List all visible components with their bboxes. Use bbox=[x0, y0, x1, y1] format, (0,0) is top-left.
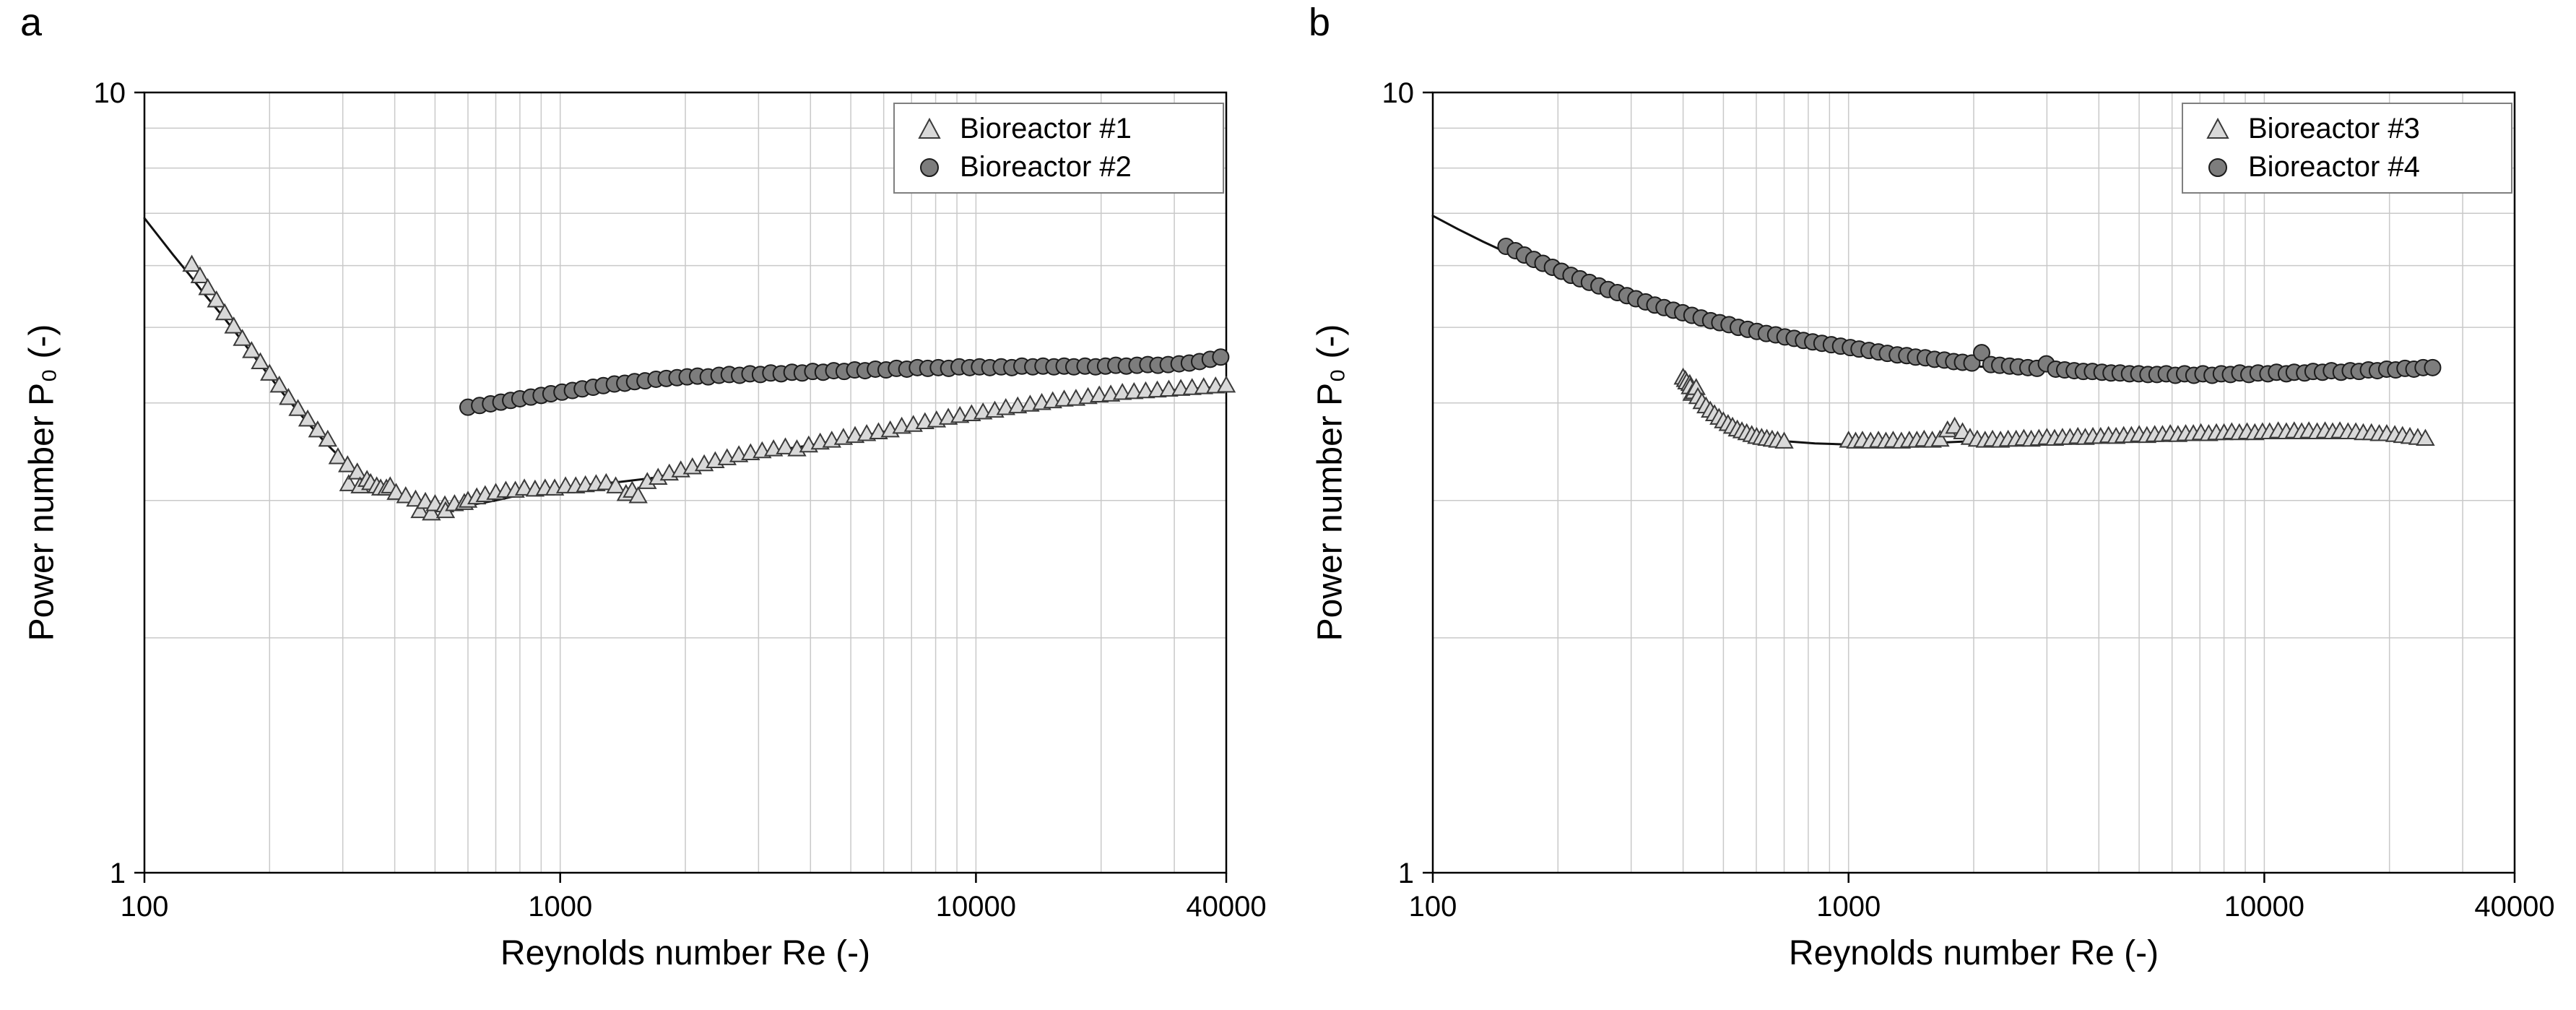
chart-panel-a: a 100 1000 10000 40000 1 10 Reynolds number R… bbox=[20, 1, 1267, 972]
data-point-triangle bbox=[776, 437, 795, 454]
legend-item: Bioreactor #1 bbox=[895, 113, 1223, 145]
data-point-triangle bbox=[242, 341, 261, 358]
data-point-circle bbox=[1212, 348, 1230, 366]
data-point-triangle bbox=[251, 352, 270, 370]
triangle-marker-icon bbox=[2206, 117, 2229, 139]
y-axis-tick-label: 10 bbox=[94, 77, 126, 109]
plot-area-a: 100 1000 10000 40000 1 10 bbox=[94, 77, 1267, 923]
plot-area-b: 100 1000 10000 40000 1 10 bbox=[1382, 77, 2555, 923]
data-point-triangle bbox=[298, 409, 318, 427]
data-point-triangle bbox=[233, 329, 252, 346]
y-axis-title: Power number P₀ (-) bbox=[22, 324, 61, 642]
data-point-triangle bbox=[308, 420, 328, 438]
x-axis-tick-label: 40000 bbox=[2474, 891, 2554, 923]
y-axis-tick-label: 1 bbox=[1398, 858, 1414, 889]
plot-border bbox=[143, 91, 1228, 874]
x-axis-tick-label: 10000 bbox=[936, 891, 1016, 923]
legend-label: Bioreactor #2 bbox=[960, 151, 1132, 183]
panel-label-a: a bbox=[20, 1, 43, 44]
data-point-triangle bbox=[269, 375, 289, 393]
x-axis-tick-label: 100 bbox=[1409, 891, 1457, 923]
legend: Bioreactor #1 Bioreactor #2 bbox=[893, 103, 1224, 194]
data-point-triangle bbox=[1159, 379, 1179, 397]
data-point-triangle bbox=[422, 503, 441, 521]
x-axis-title: Reynolds number Re (-) bbox=[500, 934, 871, 972]
chart-panel-b: b 100 1000 10000 40000 1 10 Reynolds number R… bbox=[1288, 0, 2576, 1010]
data-point-triangle bbox=[628, 485, 648, 504]
data-point-triangle bbox=[1194, 377, 1213, 394]
data-point-triangle bbox=[288, 399, 308, 416]
data-point-triangle bbox=[1930, 429, 1950, 447]
data-point-circle bbox=[1973, 344, 1991, 362]
y-axis-title: Power number P₀ (-) bbox=[1311, 324, 1350, 642]
data-point-triangle bbox=[606, 476, 625, 493]
data-point-triangle bbox=[410, 501, 430, 519]
data-point-triangle bbox=[386, 483, 406, 500]
data-point-triangle bbox=[224, 316, 243, 334]
legend: Bioreactor #3 Bioreactor #4 bbox=[2182, 103, 2512, 194]
plot-border bbox=[1431, 91, 2516, 874]
data-point-triangle bbox=[318, 429, 338, 447]
data-point-triangle bbox=[347, 462, 367, 480]
legend-item: Bioreactor #4 bbox=[2183, 151, 2511, 184]
x-axis-tick-label: 40000 bbox=[1186, 891, 1266, 923]
data-point-triangle bbox=[1774, 431, 1794, 449]
data-point-triangle bbox=[328, 446, 348, 465]
data-point-triangle bbox=[198, 277, 217, 295]
circle-marker-icon bbox=[920, 157, 939, 177]
data-point-triangle bbox=[190, 266, 210, 283]
x-axis-tick-label: 10000 bbox=[2224, 891, 2304, 923]
circle-marker-icon bbox=[2208, 157, 2227, 177]
data-point-triangle bbox=[214, 303, 235, 321]
x-axis-tick-label: 1000 bbox=[1816, 891, 1881, 923]
data-point-triangle bbox=[1216, 375, 1236, 393]
data-point-circle bbox=[2424, 358, 2442, 376]
data-point-triangle bbox=[597, 472, 616, 491]
data-point-triangle bbox=[207, 290, 226, 308]
data-point-triangle bbox=[2416, 428, 2435, 446]
data-point-triangle bbox=[260, 363, 279, 381]
data-point-triangle bbox=[1054, 389, 1074, 407]
legend-label: Bioreactor #1 bbox=[960, 113, 1132, 144]
x-axis-title: Reynolds number Re (-) bbox=[1788, 934, 2159, 972]
legend-item: Bioreactor #2 bbox=[895, 151, 1223, 184]
x-axis-tick-label: 1000 bbox=[528, 891, 592, 923]
data-point-triangle bbox=[279, 387, 298, 405]
data-point-triangle bbox=[339, 474, 359, 491]
x-axis-tick-label: 100 bbox=[121, 891, 169, 923]
legend-label: Bioreactor #4 bbox=[2248, 151, 2420, 183]
triangle-marker-icon bbox=[918, 117, 941, 139]
legend-label: Bioreactor #3 bbox=[2248, 113, 2420, 144]
legend-item: Bioreactor #3 bbox=[2183, 113, 2511, 145]
data-point-triangle bbox=[1007, 396, 1028, 414]
y-axis-tick-label: 1 bbox=[110, 858, 126, 889]
panel-label-b: b bbox=[1309, 1, 1331, 44]
data-point-triangle bbox=[514, 478, 534, 496]
data-point-triangle bbox=[338, 455, 357, 472]
y-axis-tick-label: 10 bbox=[1382, 77, 1415, 109]
data-point-triangle bbox=[182, 254, 201, 272]
data-point-triangle bbox=[396, 485, 415, 504]
